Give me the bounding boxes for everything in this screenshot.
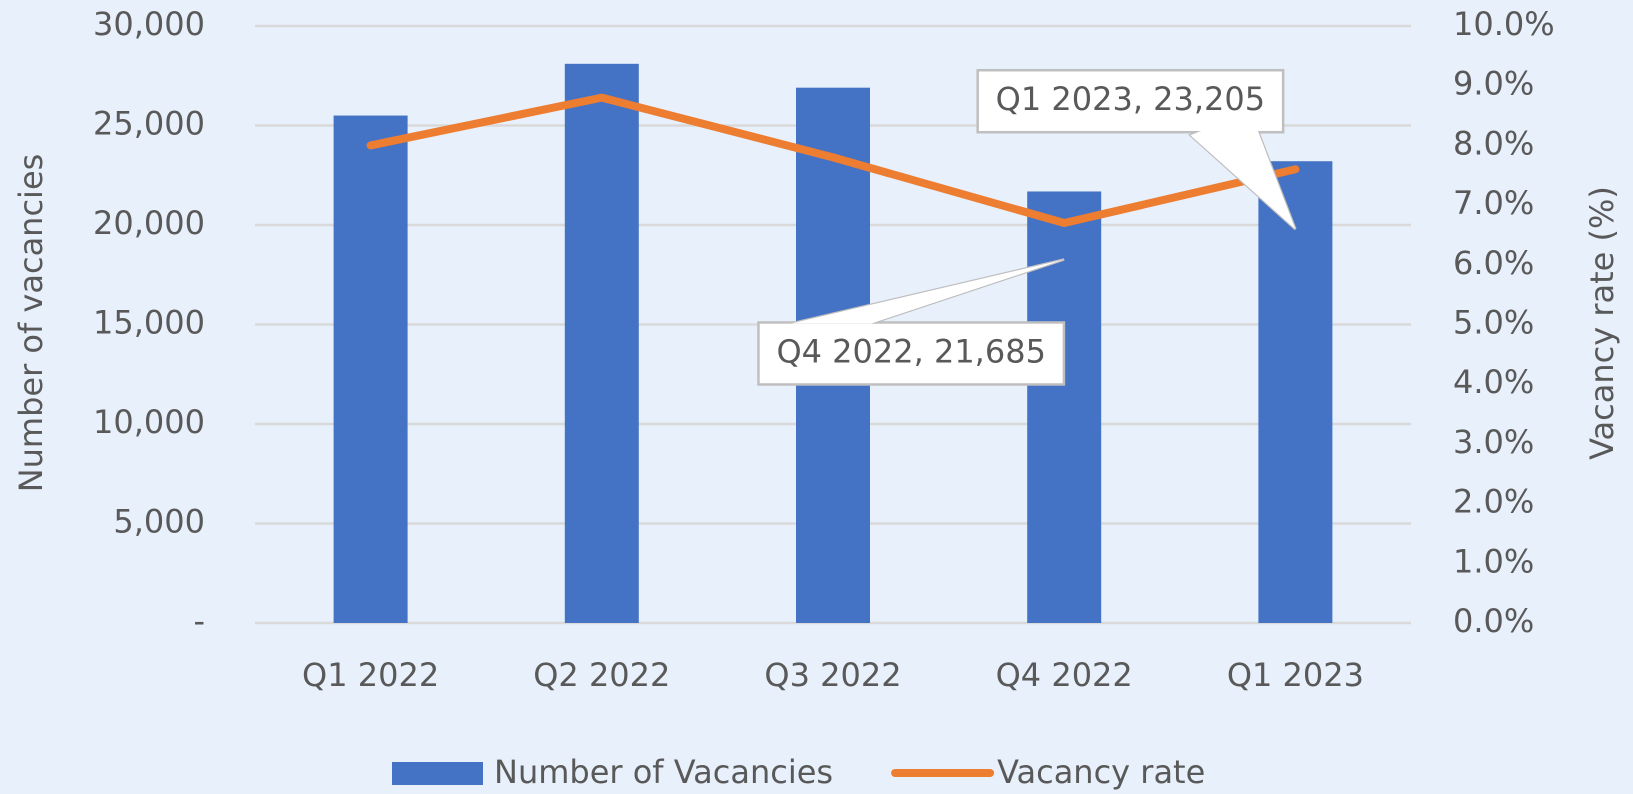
x-tick-label: Q3 2022 xyxy=(764,656,901,694)
callout-pointer-fill xyxy=(791,259,1065,324)
y2-tick-label: 8.0% xyxy=(1453,124,1534,162)
y2-tick-label: 9.0% xyxy=(1453,65,1534,103)
bar xyxy=(1027,191,1102,623)
legend-swatch xyxy=(392,762,483,785)
x-tick-label: Q1 2023 xyxy=(1227,656,1364,694)
y2-tick-label: 4.0% xyxy=(1453,363,1534,401)
y-tick-label: 20,000 xyxy=(93,204,205,242)
bar xyxy=(564,63,639,624)
y-tick-label: - xyxy=(193,602,205,640)
y2-axis-title: Vacancy rate (%) xyxy=(1583,186,1621,460)
y-tick-label: 5,000 xyxy=(113,503,205,541)
y2-tick-label: 3.0% xyxy=(1453,423,1534,461)
y2-tick-label: 7.0% xyxy=(1453,184,1534,222)
x-tick-label: Q2 2022 xyxy=(533,656,670,694)
y-tick-label: 30,000 xyxy=(93,5,205,43)
callout-box xyxy=(757,321,1066,386)
y2-tick-label: 10.0% xyxy=(1453,5,1555,43)
legend-label: Number of Vacancies xyxy=(494,753,833,791)
data-label: Q1 2023, 23,205 xyxy=(996,80,1265,118)
y2-tick-label: 5.0% xyxy=(1453,304,1534,342)
x-tick-label: Q1 2022 xyxy=(302,656,439,694)
bar xyxy=(1258,161,1333,623)
x-tick-label: Q4 2022 xyxy=(996,656,1133,694)
data-label: Q4 2022, 21,685 xyxy=(776,332,1045,370)
y-tick-label: 25,000 xyxy=(93,105,205,143)
line xyxy=(366,93,1300,228)
y-axis-title: Number of vacancies xyxy=(12,154,50,493)
bar xyxy=(333,115,408,624)
y-tick-label: 15,000 xyxy=(93,304,205,342)
y2-tick-label: 1.0% xyxy=(1453,542,1534,580)
callout-pointer-fill xyxy=(1190,111,1296,230)
y2-tick-label: 2.0% xyxy=(1453,483,1534,521)
y2-tick-label: 0.0% xyxy=(1453,602,1534,640)
y2-tick-label: 6.0% xyxy=(1453,244,1534,282)
legend-label: Vacancy rate xyxy=(997,753,1205,791)
y-tick-label: 10,000 xyxy=(93,403,205,441)
